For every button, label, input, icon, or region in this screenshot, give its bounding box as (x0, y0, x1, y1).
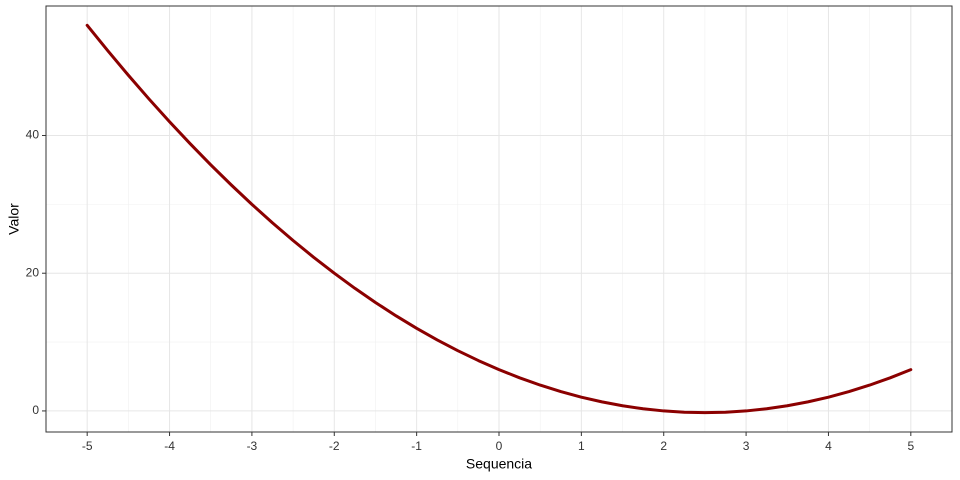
x-axis-title: Sequencia (466, 456, 532, 472)
panel-border (45, 5, 953, 433)
x-tick-label: -4 (164, 439, 175, 453)
x-tick-label: -2 (329, 439, 340, 453)
x-tick-label: -5 (82, 439, 93, 453)
x-tick-label: -1 (411, 439, 422, 453)
x-tick-label: 3 (743, 439, 750, 453)
x-tick-label: 2 (660, 439, 667, 453)
y-tick-label: 20 (26, 265, 40, 279)
x-tick-label: 1 (578, 439, 585, 453)
x-tick-label: 4 (825, 439, 832, 453)
y-tick-label: 0 (32, 403, 39, 417)
x-tick-label: 0 (496, 439, 503, 453)
y-axis-title: Valor (6, 203, 22, 235)
y-tick-label: 40 (26, 128, 40, 142)
data-line (85, 23, 913, 415)
x-tick-label: -3 (247, 439, 258, 453)
x-tick-label: 5 (907, 439, 914, 453)
